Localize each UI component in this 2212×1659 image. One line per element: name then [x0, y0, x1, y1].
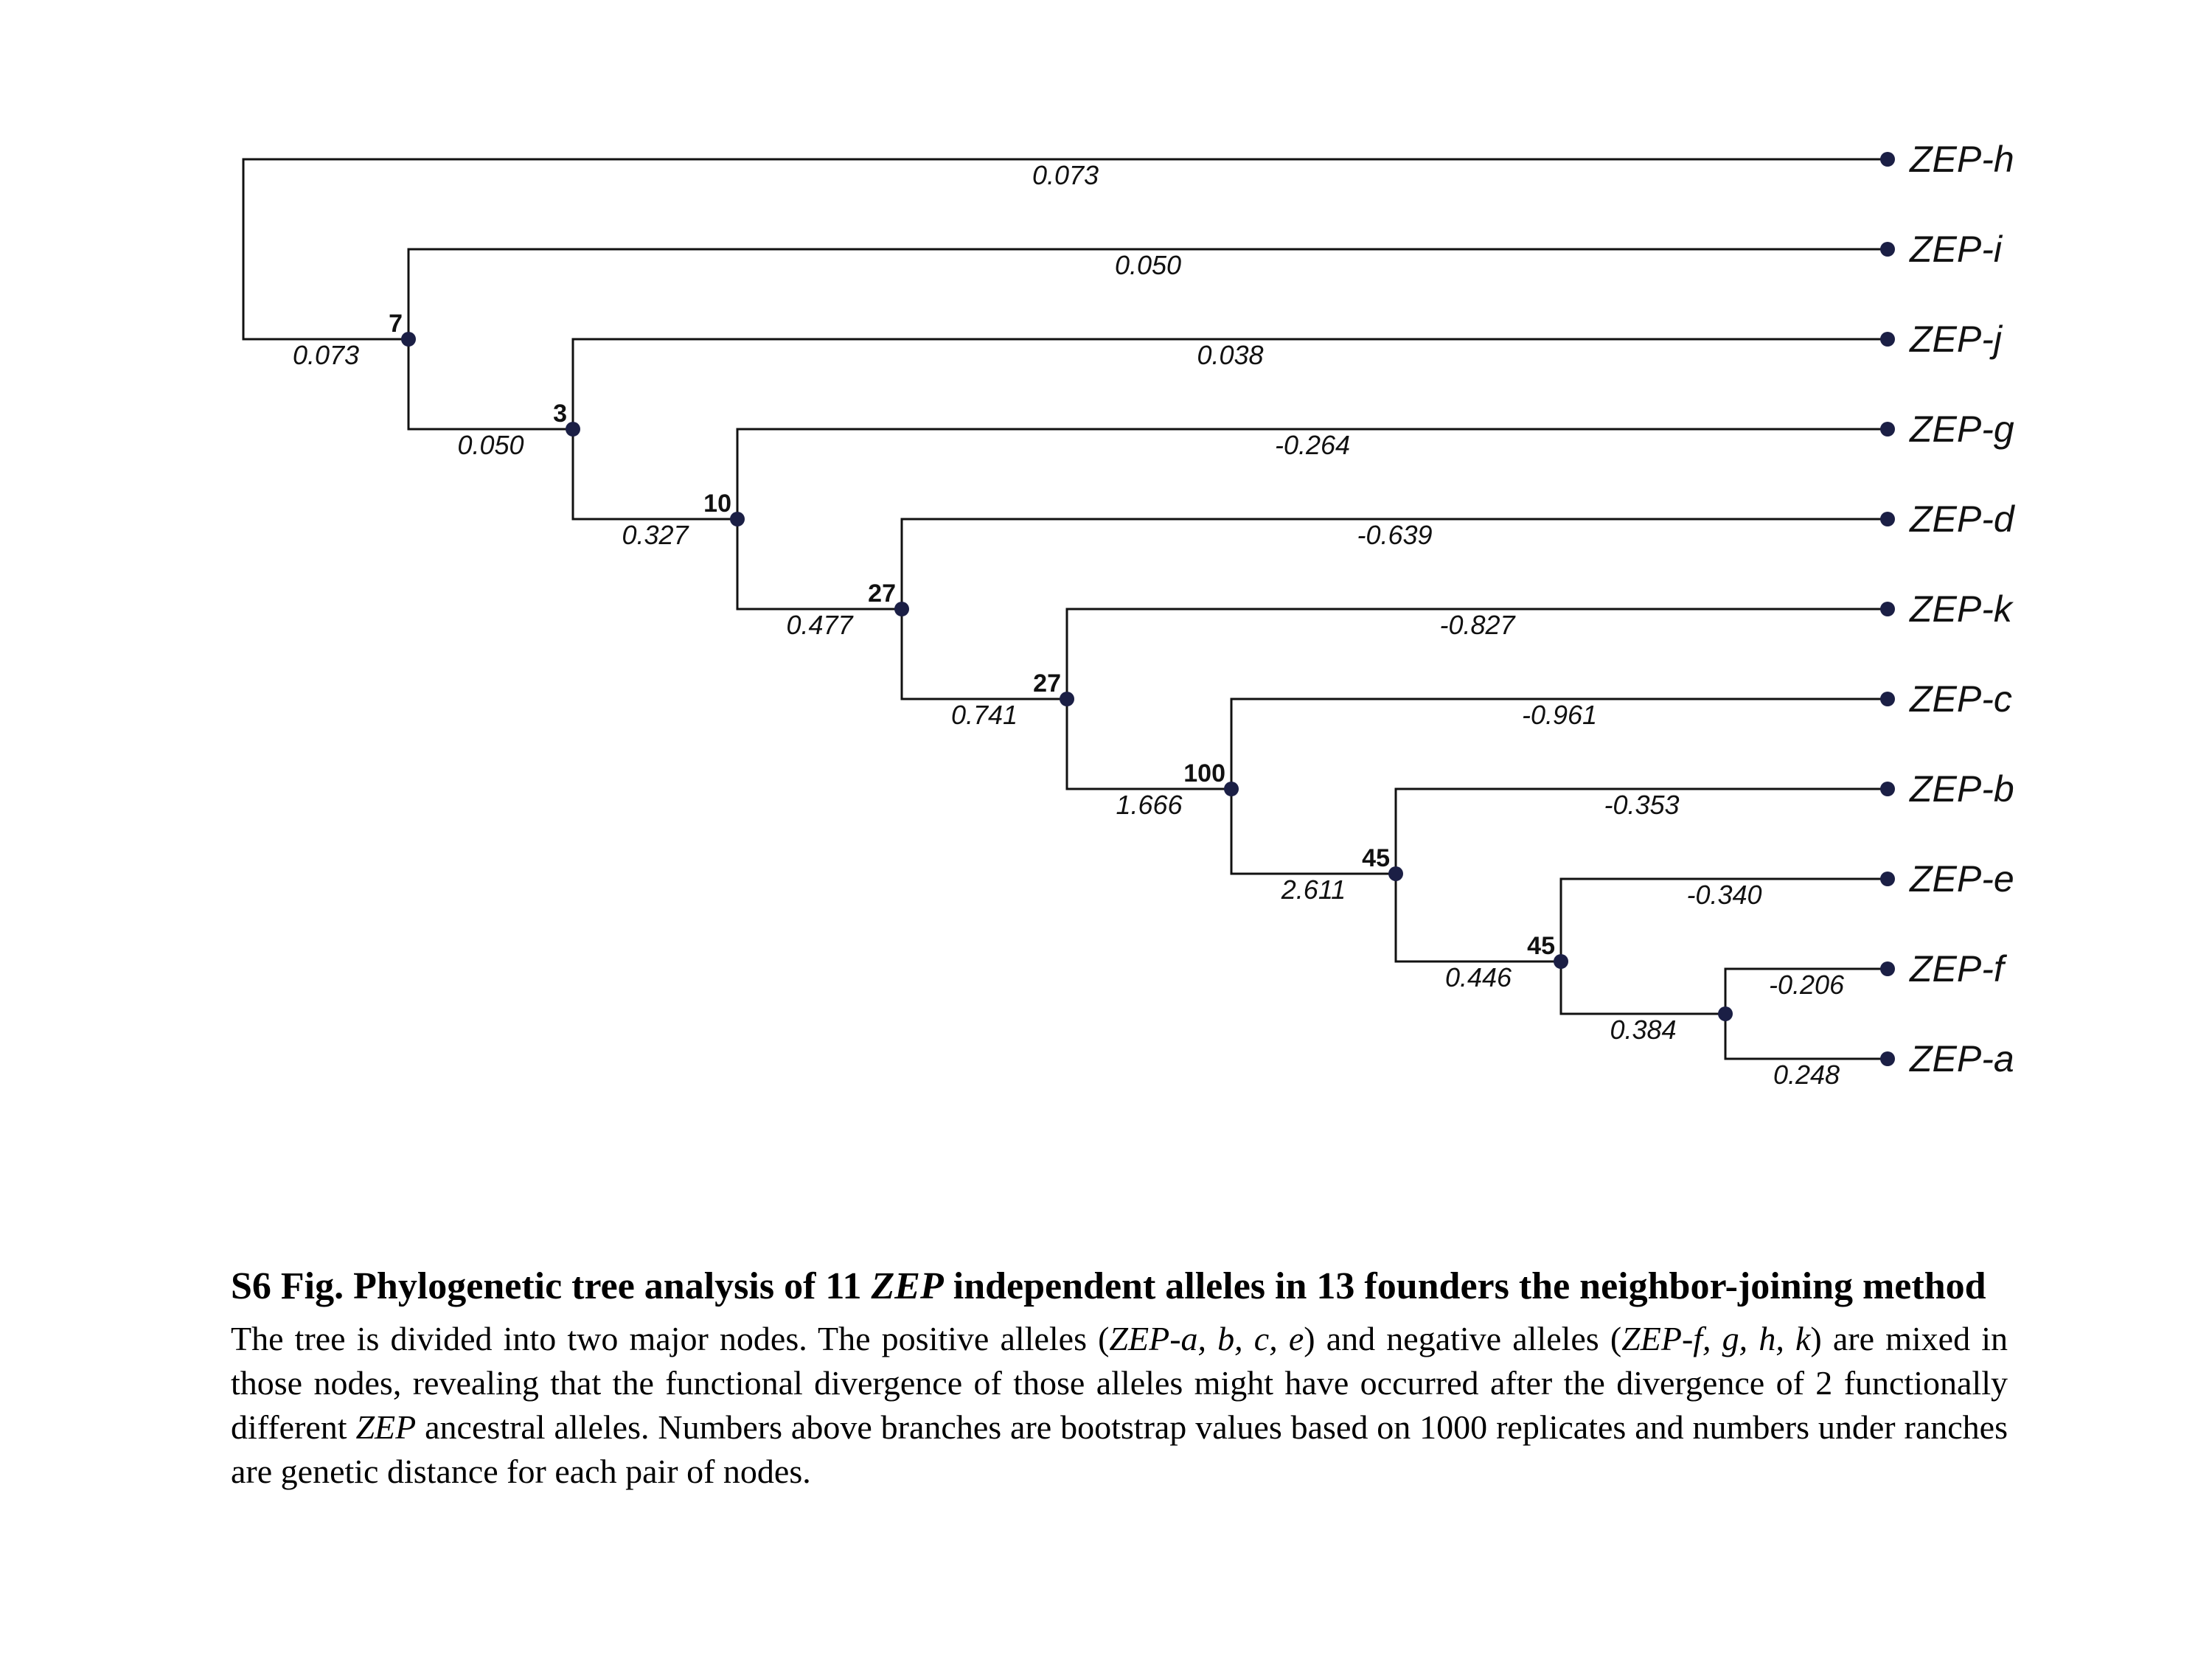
tip-node [1880, 1051, 1895, 1066]
terminal-distance: 0.248 [1773, 1060, 1840, 1090]
terminal-distance: -0.264 [1275, 430, 1350, 460]
tip-node [1880, 692, 1895, 706]
terminal-distance: -0.961 [1522, 700, 1597, 730]
bootstrap-value: 27 [1033, 669, 1061, 698]
tip-node [1880, 872, 1895, 886]
internal-node [730, 512, 745, 526]
tip-node [1880, 602, 1895, 616]
internal-distance: 0.446 [1445, 962, 1512, 992]
terminal-distance: -0.206 [1769, 970, 1845, 1000]
internal-distance: 0.327 [622, 520, 689, 550]
internal-distance: 0.384 [1610, 1015, 1676, 1045]
tip-node [1880, 512, 1895, 526]
bootstrap-value: 27 [868, 580, 896, 608]
tip-label-zep-k: ZEP-k [1909, 588, 2014, 630]
internal-node [1060, 692, 1074, 706]
terminal-distance: 0.038 [1197, 340, 1263, 370]
tip-label-zep-j: ZEP-j [1909, 319, 2003, 360]
caption-title: S6 Fig. Phylogenetic tree analysis of 11… [231, 1265, 1986, 1307]
internal-distance: 0.050 [457, 430, 524, 460]
terminal-distance: 0.073 [1032, 160, 1099, 190]
internal-node [1224, 782, 1239, 796]
internal-distance: 0.477 [786, 610, 854, 640]
terminal-distance: -0.340 [1686, 880, 1761, 910]
internal-distance: 2.611 [1281, 874, 1346, 905]
internal-distance: 0.741 [951, 700, 1018, 730]
internal-distance: 1.666 [1116, 790, 1183, 820]
terminal-distance: -0.353 [1604, 790, 1679, 820]
internal-distance: 0.073 [293, 340, 359, 370]
terminal-distance: 0.050 [1115, 250, 1181, 280]
bootstrap-value: 45 [1362, 844, 1390, 872]
caption-body: The tree is divided into two major nodes… [231, 1320, 2008, 1490]
tip-node [1880, 242, 1895, 257]
tip-label-zep-b: ZEP-b [1909, 768, 2014, 810]
internal-node [1388, 866, 1403, 881]
terminal-distance: -0.639 [1357, 520, 1432, 550]
tip-node [1880, 782, 1895, 796]
tip-node [1880, 961, 1895, 976]
internal-node [566, 422, 580, 437]
tip-label-zep-i: ZEP-i [1909, 229, 2003, 270]
phylogenetic-tree: 7 3 10 27 27 100 45 45 0.073 0.050 0.327 0.477 0.741… [242, 139, 2016, 1090]
tip-label-zep-h: ZEP-h [1909, 139, 2014, 180]
figure-caption: S6 Fig. Phylogenetic tree analysis of 11… [231, 1261, 2008, 1494]
internal-node [1718, 1006, 1733, 1021]
tip-label-zep-d: ZEP-d [1909, 498, 2016, 540]
bootstrap-value: 45 [1527, 932, 1555, 960]
tip-node [1880, 422, 1895, 437]
tip-label-zep-c: ZEP-c [1909, 678, 2012, 720]
tip-label-zep-a: ZEP-a [1909, 1038, 2014, 1079]
bootstrap-value: 7 [389, 310, 403, 338]
bootstrap-value: 3 [553, 400, 567, 428]
tip-label-zep-f: ZEP-f [1909, 948, 2008, 990]
tip-label-zep-g: ZEP-g [1909, 408, 2014, 450]
tip-label-zep-e: ZEP-e [1909, 858, 2014, 900]
internal-node [401, 332, 416, 347]
bootstrap-value: 100 [1183, 759, 1225, 787]
tip-node [1880, 152, 1895, 167]
tip-node [1880, 332, 1895, 347]
internal-node [894, 602, 909, 616]
bootstrap-value: 10 [703, 490, 731, 518]
internal-node [1554, 954, 1568, 969]
terminal-distance: -0.827 [1439, 610, 1516, 640]
